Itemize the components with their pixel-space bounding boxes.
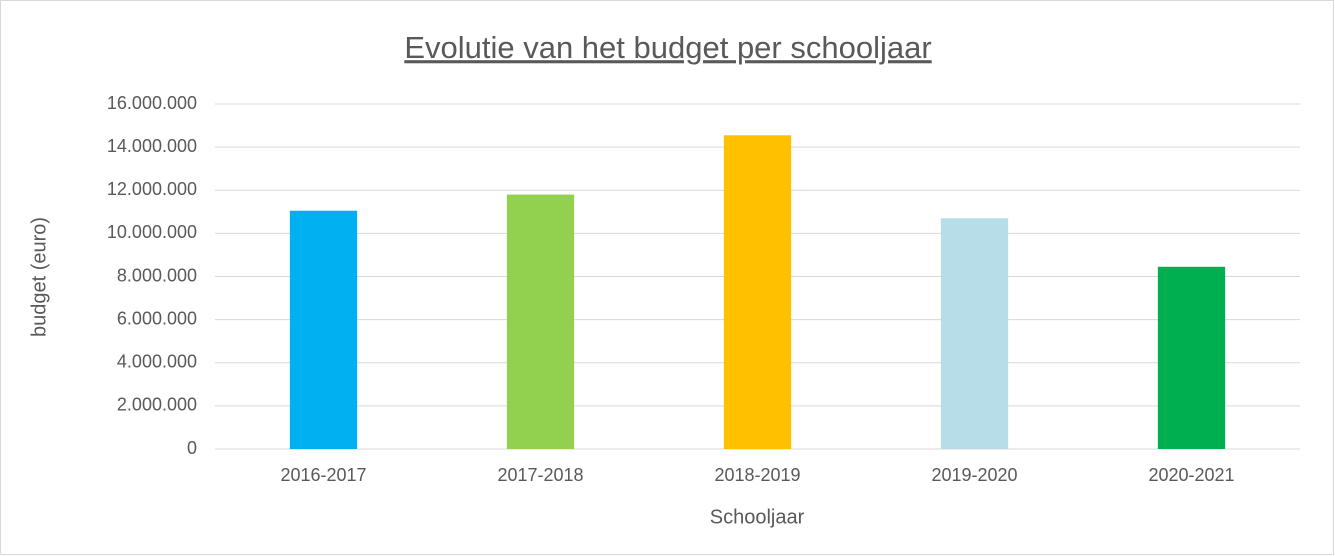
y-tick-label: 4.000.000 [117, 352, 197, 372]
x-tick-label: 2018-2019 [714, 465, 800, 485]
y-tick-label: 0 [187, 438, 197, 458]
y-tick-label: 8.000.000 [117, 265, 197, 285]
x-axis-label: Schooljaar [710, 506, 805, 528]
y-axis-label: budget (euro) [28, 217, 50, 337]
bar [289, 210, 358, 449]
y-tick-label: 6.000.000 [117, 308, 197, 328]
bar [506, 194, 575, 449]
x-tick-label: 2019-2020 [931, 465, 1017, 485]
y-tick-label: 10.000.000 [107, 222, 197, 242]
bar [940, 218, 1009, 449]
bar [723, 135, 792, 449]
bar [1157, 266, 1226, 449]
x-tick-label: 2020-2021 [1148, 465, 1234, 485]
y-tick-label: 16.000.000 [107, 93, 197, 113]
y-tick-label: 12.000.000 [107, 179, 197, 199]
x-tick-label: 2016-2017 [280, 465, 366, 485]
y-tick-label: 14.000.000 [107, 136, 197, 156]
x-tick-label: 2017-2018 [497, 465, 583, 485]
chart-title: Evolutie van het budget per schooljaar [404, 30, 931, 65]
y-tick-label: 2.000.000 [117, 395, 197, 415]
